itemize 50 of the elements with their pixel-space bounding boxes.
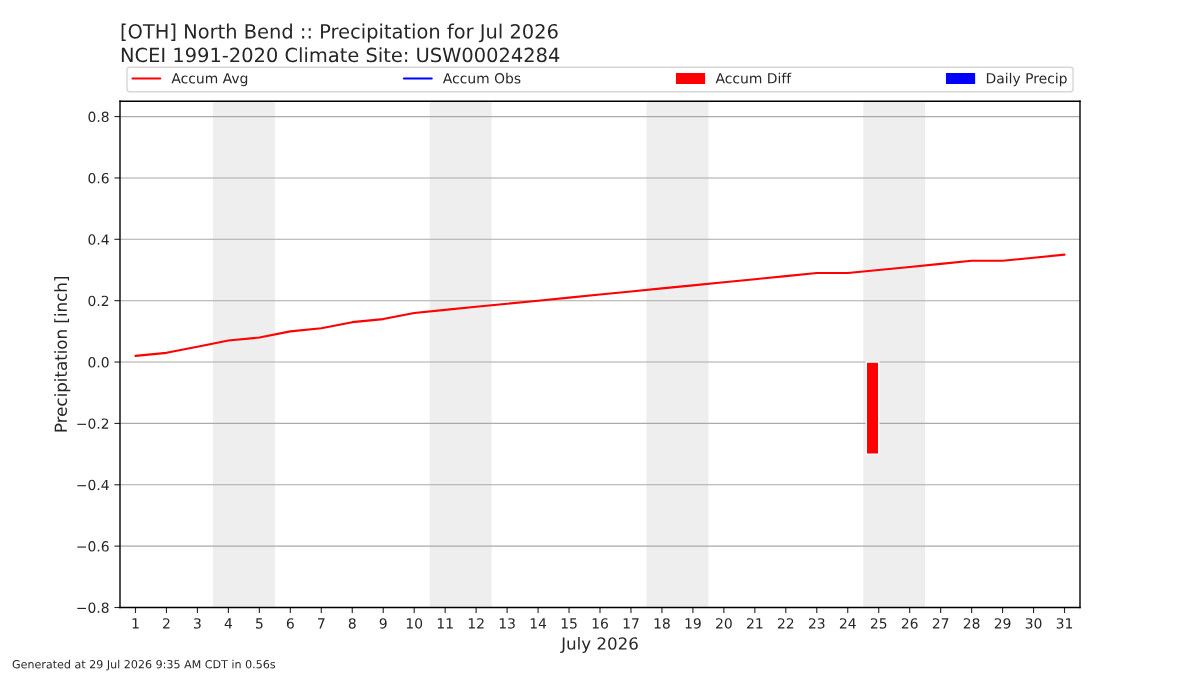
- x-tick-label: 11: [437, 618, 453, 629]
- x-tick-label: 25: [870, 618, 887, 629]
- x-tick-label: 16: [592, 618, 608, 629]
- x-tick-label: 21: [747, 618, 763, 629]
- x-tick-label: 20: [716, 618, 732, 629]
- y-axis-title: Precipitation [inch]: [54, 277, 71, 432]
- legend-label: Accum Diff: [715, 72, 792, 84]
- legend-label: Daily Precip: [986, 72, 1067, 87]
- x-tick-label: 26: [901, 618, 918, 629]
- y-tick-label: −0.2: [77, 418, 109, 429]
- x-tick-label: 22: [777, 618, 794, 629]
- y-tick-label: −0.4: [77, 479, 109, 491]
- line-series: [134, 253, 1066, 357]
- legend-label: Accum Avg: [171, 73, 248, 87]
- x-tick-label: 9: [379, 618, 387, 629]
- x-tick-label: 7: [318, 618, 325, 629]
- x-tick-label: 23: [808, 618, 825, 629]
- x-tick-label: 13: [499, 618, 515, 629]
- x-tick-label: 6: [286, 618, 294, 629]
- x-tick-label: 29: [994, 618, 1011, 629]
- x-tick-label: 12: [468, 618, 484, 629]
- x-tick-label: 27: [932, 618, 949, 629]
- x-tick-label: 24: [839, 618, 856, 629]
- y-tick-label: 0.6: [88, 172, 109, 184]
- x-tick-label: 31: [1056, 618, 1073, 629]
- x-tick-label: 14: [530, 618, 547, 629]
- text: Generated at 29 Jul 2026 9:35 AM CDT in 0.56s: [12, 659, 276, 671]
- x-tick-label: 5: [256, 618, 263, 629]
- chart-subtitle: NCEI 1991-2020 Climate Site: USW00024284: [121, 47, 560, 63]
- x-tick-label: 4: [224, 618, 233, 629]
- y-tick-label: −0.6: [77, 541, 109, 552]
- x-tick-label: 28: [963, 618, 980, 629]
- x-tick-label: 10: [406, 618, 423, 629]
- x-tick-label: 17: [623, 618, 639, 629]
- x-tick-label: 18: [654, 618, 670, 629]
- y-tick-label: 0.4: [88, 234, 109, 245]
- x-tick-label: 15: [561, 618, 577, 629]
- legend-label: Accum Obs: [442, 72, 521, 84]
- x-tick-label: 30: [1025, 618, 1042, 629]
- x-axis-title: July 2026: [560, 636, 638, 654]
- y-tick-label: −0.8: [77, 602, 109, 613]
- y-tick-label: 0.8: [88, 111, 109, 123]
- x-tick-label: 19: [685, 618, 701, 629]
- chart-title: [OTH] North Bend :: Precipitation for Jul 2026: [121, 23, 558, 43]
- x-tick-label: 3: [194, 618, 201, 629]
- x-tick-label: 8: [348, 618, 356, 629]
- y-tick-label: 0.2: [88, 295, 109, 307]
- x-tick-label: 1: [132, 618, 139, 629]
- x-tick-label: 2: [163, 618, 170, 629]
- y-tick-label: 0.0: [88, 357, 109, 368]
